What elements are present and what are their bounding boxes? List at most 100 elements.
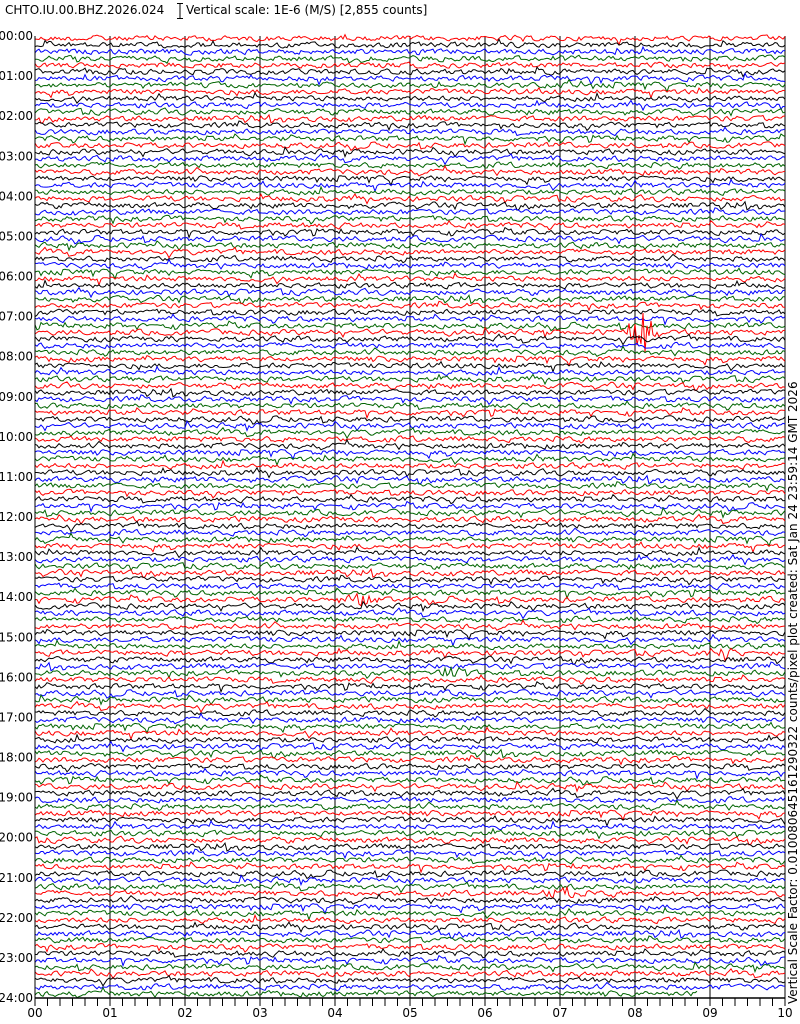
seismic-trace: [34, 141, 786, 151]
seismic-trace: [34, 574, 786, 586]
seismic-trace: [34, 435, 786, 444]
y-tick-label: 13:00: [0, 550, 33, 564]
seismic-trace: [34, 354, 786, 367]
x-tick-label: 05: [402, 1006, 417, 1020]
y-tick-label: 16:00: [0, 670, 33, 684]
seismic-trace: [34, 500, 786, 513]
seismic-trace: [34, 881, 786, 894]
seismic-trace: [34, 233, 786, 245]
seismic-trace: [34, 214, 786, 225]
seismic-trace: [34, 600, 786, 613]
seismic-trace: [34, 152, 786, 166]
seismic-trace: [34, 954, 786, 968]
scale-bar-icon: [177, 3, 183, 19]
seismic-trace: [34, 279, 786, 290]
seismic-trace: [34, 861, 786, 874]
seismic-trace: [34, 981, 786, 992]
seismic-trace: [34, 246, 786, 259]
seismic-trace: [34, 99, 786, 112]
seismic-trace: [34, 647, 786, 662]
y-tick-label: 20:00: [0, 831, 33, 845]
seismic-trace: [34, 161, 786, 170]
seismic-trace: [34, 935, 786, 944]
grid: [34, 36, 786, 998]
seismic-trace: [34, 893, 786, 905]
station-title: CHTO.IU.00.BHZ.2026.024: [5, 3, 165, 17]
seismic-trace: [34, 488, 786, 499]
seismic-trace: [34, 848, 786, 860]
seismic-trace: [34, 345, 786, 357]
y-tick-label: 02:00: [0, 109, 33, 123]
x-tick-label: 03: [252, 1006, 267, 1020]
seismic-trace: [34, 615, 786, 625]
seismic-trace: [35, 294, 786, 305]
seismic-trace: [34, 407, 786, 420]
seismic-trace: [34, 787, 786, 800]
seismic-trace: [34, 207, 786, 216]
seismic-trace: [34, 827, 786, 840]
seismic-trace: [34, 607, 786, 620]
seismic-trace: [34, 913, 786, 925]
seismic-trace: [34, 639, 786, 651]
y-tick-label: 14:00: [0, 590, 33, 604]
seismic-trace: [34, 885, 786, 899]
seismic-trace: [34, 426, 786, 440]
y-tick-label: 07:00: [0, 310, 33, 324]
seismic-trace: [34, 819, 786, 831]
seismic-trace: [34, 481, 786, 492]
seismic-trace: [34, 513, 786, 525]
seismic-trace: [34, 219, 786, 231]
seismic-trace: [34, 415, 786, 425]
seismic-trace: [34, 767, 786, 781]
seismic-trace: [34, 906, 786, 921]
seismic-trace: [34, 799, 786, 812]
seismic-trace: [34, 815, 786, 828]
seismic-trace: [34, 568, 786, 579]
seismic-trace: [34, 942, 786, 953]
seismic-trace: [34, 313, 786, 326]
seismic-trace: [34, 874, 786, 887]
seismic-trace: [34, 226, 786, 239]
y-tick-label: 01:00: [0, 69, 33, 83]
seismic-trace: [34, 809, 786, 822]
seismic-trace: [34, 628, 786, 641]
seismic-trace: [34, 948, 786, 959]
y-tick-label: 15:00: [0, 630, 33, 644]
seismic-trace: [34, 193, 786, 205]
seismic-trace: [34, 869, 786, 880]
seismic-trace: [34, 300, 786, 312]
x-tick-label: 02: [177, 1006, 192, 1020]
seismic-trace: [34, 107, 786, 117]
seismic-trace: [34, 164, 786, 177]
seismic-trace: [34, 86, 786, 100]
seismic-trace: [34, 272, 786, 287]
seismic-trace: [34, 341, 786, 350]
y-tick-label: 18:00: [0, 751, 33, 765]
y-tick-label: 17:00: [0, 710, 33, 724]
seismic-trace: [34, 333, 786, 346]
seismic-trace: [34, 258, 786, 271]
y-tick-label: 08:00: [0, 350, 33, 364]
seismic-trace: [34, 967, 786, 980]
seismic-trace: [34, 286, 786, 299]
seismic-trace: [34, 707, 786, 718]
seismic-trace: [34, 493, 786, 505]
seismic-trace: [34, 312, 786, 353]
seismic-trace: [34, 360, 786, 374]
seismic-trace: [34, 740, 786, 753]
seismic-trace: [34, 33, 786, 47]
seismic-trace: [34, 733, 786, 744]
seismic-trace: [34, 72, 786, 86]
seismic-trace: [34, 120, 786, 132]
seismic-trace: [34, 619, 786, 631]
seismic-trace: [34, 520, 786, 533]
seismic-trace: [34, 689, 786, 699]
seismic-trace: [34, 721, 786, 735]
seismic-trace: [34, 527, 786, 538]
seismic-trace: [34, 661, 786, 672]
seismic-trace: [34, 754, 786, 766]
y-tick-label: 24:00: [0, 991, 33, 1005]
seismic-trace: [34, 308, 786, 318]
seismic-trace: [34, 91, 786, 104]
seismic-trace: [34, 762, 786, 773]
